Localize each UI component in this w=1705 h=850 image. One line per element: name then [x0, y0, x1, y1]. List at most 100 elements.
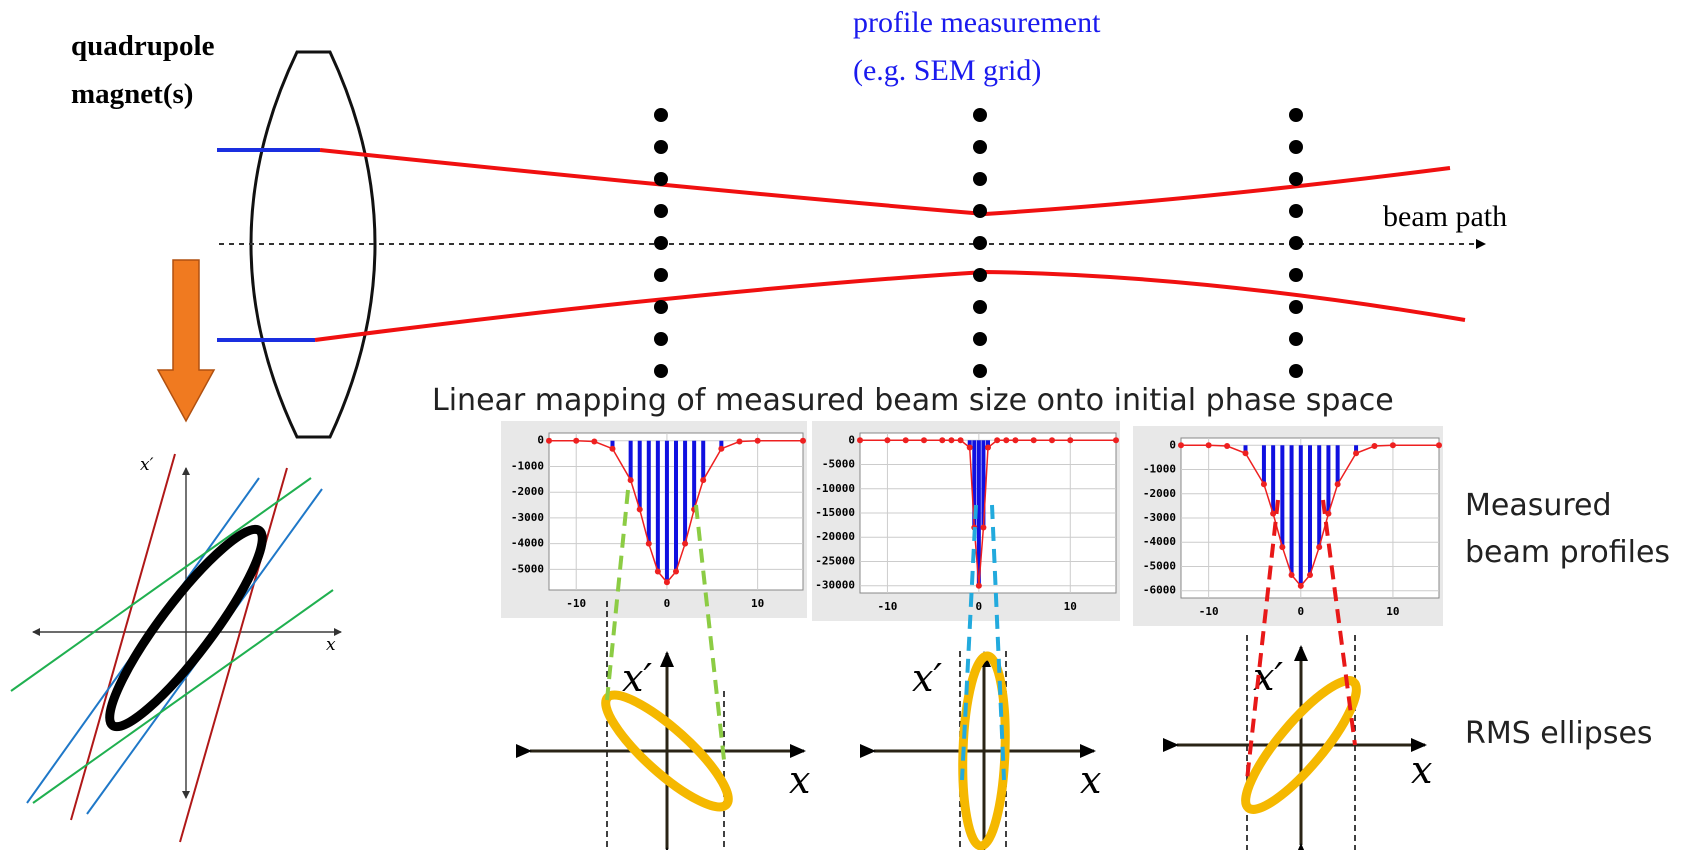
profile-point: [1031, 437, 1037, 443]
axis-label: x′: [140, 455, 154, 475]
x-tick-label: 10: [1386, 605, 1399, 618]
bar: [1280, 445, 1284, 547]
grid-wire: [654, 268, 668, 282]
profile-point: [1113, 437, 1119, 443]
profile-point: [948, 437, 954, 443]
bar: [1271, 445, 1275, 513]
axis-label: x: [326, 635, 336, 655]
down-arrow: [158, 260, 214, 421]
beamline: quadrupole magnet(s) profile measurement…: [71, 6, 1507, 437]
grid-wire: [973, 268, 987, 282]
bar: [1308, 445, 1312, 575]
grid-wire: [973, 236, 987, 250]
y-tick-label: 0: [848, 433, 855, 446]
profile-point: [1372, 443, 1378, 449]
x-tick-label: 10: [751, 597, 764, 610]
x-tick-label: -10: [566, 597, 586, 610]
bar: [1290, 445, 1294, 575]
profile-point: [637, 506, 643, 512]
grid-wire: [973, 172, 987, 186]
bar: [656, 441, 660, 572]
y-tick-label: -4000: [1143, 535, 1176, 548]
profile-point: [655, 568, 661, 574]
x-tick-label: -10: [877, 600, 897, 613]
side-label: RMS ellipses: [1465, 716, 1653, 751]
profile-point: [980, 525, 986, 531]
grid-wire: [1289, 236, 1303, 250]
profile-point: [976, 583, 982, 589]
grid-wire: [973, 108, 987, 122]
profile-point: [573, 438, 579, 444]
bar: [638, 441, 642, 510]
profile-point: [800, 438, 806, 444]
profile-point: [1003, 437, 1009, 443]
y-tick-label: -20000: [815, 530, 855, 543]
magnet-label: magnet(s): [71, 78, 193, 110]
profile-point: [682, 541, 688, 547]
profile-point: [1224, 443, 1230, 449]
profile-point: [646, 541, 652, 547]
grid-wire: [1289, 172, 1303, 186]
y-tick-label: -1000: [1143, 463, 1176, 476]
grid-wire: [1289, 300, 1303, 314]
grid-wire: [973, 364, 987, 378]
profile-point: [700, 477, 706, 483]
y-tick-label: 0: [1169, 438, 1176, 451]
ellipse-panel: x′ x: [874, 651, 1101, 850]
x-tick-label: 0: [664, 597, 671, 610]
side-label: beam profiles: [1465, 535, 1670, 570]
profile-point: [857, 437, 863, 443]
profile-point: [958, 437, 964, 443]
bar: [665, 441, 669, 583]
profile-point: [1353, 450, 1359, 456]
profile-point: [610, 446, 616, 452]
y-tick-label: -4000: [511, 537, 544, 550]
diagram: quadrupole magnet(s) profile measurement…: [0, 0, 1705, 850]
y-tick-label: -3000: [511, 511, 544, 524]
profile-point: [591, 438, 597, 444]
profile-point: [1178, 442, 1184, 448]
grid-wire: [654, 332, 668, 346]
profile-point: [718, 446, 724, 452]
profile-point: [1289, 572, 1295, 578]
bar: [1336, 445, 1340, 484]
bar: [1317, 445, 1321, 547]
profile-point: [1012, 437, 1018, 443]
x-tick-label: 10: [1064, 600, 1077, 613]
x-tick-label: 0: [1297, 605, 1304, 618]
profile-point: [1206, 442, 1212, 448]
grid-wire: [654, 204, 668, 218]
profile-point: [1067, 437, 1073, 443]
profile-point: [994, 437, 1000, 443]
x-tick-label: -10: [1199, 605, 1219, 618]
x-tick-label: 0: [976, 600, 983, 613]
bar: [1326, 445, 1330, 513]
grid-wire: [654, 300, 668, 314]
grid-wire: [654, 108, 668, 122]
grid-wire: [654, 364, 668, 378]
profile-point: [1049, 437, 1055, 443]
y-tick-label: -10000: [815, 482, 855, 495]
bar: [683, 441, 687, 544]
profile-point: [664, 579, 670, 585]
profile-label: profile measurement: [853, 6, 1101, 39]
profile-point: [903, 437, 909, 443]
grid-wire: [1289, 332, 1303, 346]
y-tick-label: -2000: [1143, 487, 1176, 500]
profile-point: [1279, 544, 1285, 550]
profile-point: [985, 445, 991, 451]
axis-label: x: [789, 758, 810, 802]
profile-point: [546, 438, 552, 444]
profile-label: (e.g. SEM grid): [853, 54, 1041, 87]
bar: [1262, 445, 1266, 484]
grid-wire: [973, 332, 987, 346]
grid-wire: [654, 172, 668, 186]
profile-point: [884, 437, 890, 443]
green-line: [33, 590, 333, 803]
phase-space: x′ x: [11, 454, 341, 842]
profile-point: [921, 437, 927, 443]
grid-wire: [654, 140, 668, 154]
profile-point: [755, 438, 761, 444]
profile-point: [1298, 583, 1304, 589]
